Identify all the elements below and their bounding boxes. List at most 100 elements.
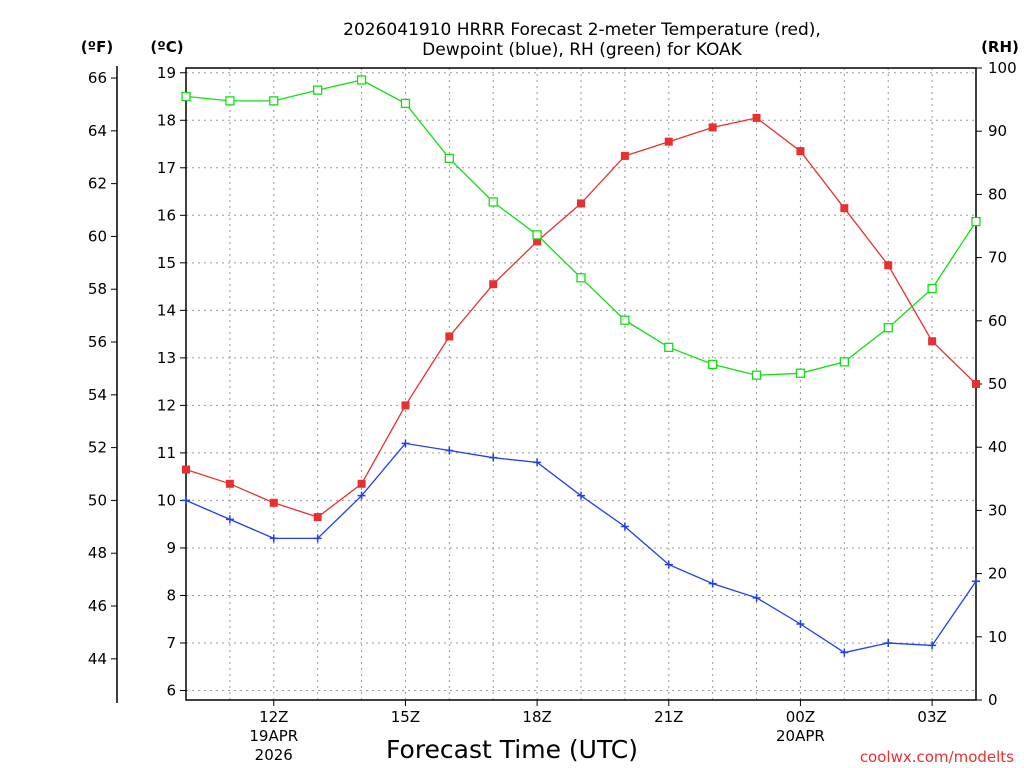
rh-tick-label: 20: [988, 565, 1007, 583]
x-tick-label: 18Z: [522, 708, 551, 726]
fahrenheit-tick-label: 62: [88, 175, 107, 193]
temperature-point: [972, 380, 980, 388]
temperature-point: [620, 151, 629, 160]
rh-tick-label: 80: [988, 185, 1007, 203]
grid: [186, 68, 976, 700]
celsius-unit-label: (ºC): [150, 38, 183, 56]
dewpoint-point: [489, 453, 498, 462]
rh-tick-label: 50: [988, 375, 1007, 393]
temperature-point: [533, 237, 542, 246]
rh-point: [532, 230, 542, 240]
rh-point: [356, 75, 367, 85]
fahrenheit-tick-label: 60: [88, 227, 107, 245]
rh-tick-label: 60: [988, 312, 1007, 330]
rh-point: [225, 96, 235, 106]
rh-tick-label: 100: [988, 59, 1017, 77]
rh-point: [971, 216, 981, 227]
temperature-point: [664, 137, 673, 146]
dewpoint-point: [182, 496, 190, 505]
temperature-point: [752, 113, 761, 122]
x-tick-label: 12Z: [259, 708, 288, 726]
rh-line: [185, 79, 977, 376]
celsius-tick-label: 12: [157, 396, 176, 414]
series: [181, 75, 981, 657]
celsius-tick-label: 10: [157, 491, 176, 509]
date-label: 2026: [255, 746, 293, 764]
fahrenheit-tick-label: 66: [88, 69, 107, 87]
celsius-tick-label: 15: [157, 254, 176, 272]
dewpoint-point: [928, 641, 937, 650]
fahrenheit-tick-label: 58: [88, 280, 107, 298]
celsius-tick-label: 16: [157, 206, 176, 224]
fahrenheit-tick-label: 56: [88, 333, 107, 351]
dewpoint-point: [620, 522, 629, 531]
temperature-point: [884, 261, 893, 270]
celsius-tick-label: 19: [157, 64, 176, 82]
temperature-point: [357, 479, 366, 488]
date-label: 19APR: [249, 727, 298, 745]
celsius-tick-label: 13: [157, 349, 176, 367]
temperature-point: [840, 204, 849, 213]
plot-frame: [185, 67, 977, 701]
rh-point: [181, 91, 191, 102]
rh-point: [927, 283, 937, 294]
dewpoint-point: [840, 648, 849, 657]
celsius-tick-label: 17: [157, 159, 176, 177]
chart-title-line-1: 2026041910 HRRR Forecast 2-meter Tempera…: [343, 20, 821, 40]
dewpoint-point: [357, 491, 366, 500]
temperature-point: [489, 280, 498, 289]
chart-title-line-2: Dewpoint (blue), RH (green) for KOAK: [422, 40, 743, 60]
temperature-point: [182, 465, 190, 474]
fahrenheit-tick-label: 48: [88, 544, 107, 562]
celsius-tick-label: 11: [157, 444, 176, 462]
date-label: 20APR: [776, 727, 825, 745]
rh-point: [883, 323, 893, 333]
celsius-tick-label: 14: [157, 301, 176, 319]
dewpoint-point: [269, 534, 278, 543]
rh-point: [269, 96, 279, 106]
rh-tick-label: 90: [988, 122, 1007, 140]
rh-tick-label: 0: [988, 691, 998, 709]
temperature-point: [313, 513, 322, 522]
fahrenheit-unit-label: (ºF): [81, 38, 113, 56]
celsius-tick-label: 6: [166, 681, 176, 699]
rh-point: [839, 357, 849, 367]
temperature-point: [708, 123, 717, 132]
fahrenheit-tick-label: 50: [88, 491, 107, 509]
rh-tick-label: 70: [988, 249, 1007, 267]
rh-tick-label: 30: [988, 501, 1007, 519]
fahrenheit-tick-label: 54: [88, 386, 107, 404]
temperature-point: [928, 337, 937, 346]
rh-point: [444, 153, 454, 164]
dewpoint-point: [664, 560, 673, 569]
rh-tick-label: 40: [988, 438, 1007, 456]
credit-text: coolwx.com/modelts: [860, 748, 1014, 766]
x-axis-title: Forecast Time (UTC): [386, 735, 638, 764]
rh-tick-label: 10: [988, 628, 1007, 646]
dewpoint-point: [972, 577, 980, 586]
fahrenheit-tick-label: 52: [88, 439, 107, 457]
x-tick-label: 00Z: [786, 708, 815, 726]
x-tick-label: 03Z: [917, 708, 946, 726]
fahrenheit-tick-label: 64: [88, 122, 107, 140]
dewpoint-point: [577, 491, 585, 500]
rh-point: [313, 85, 323, 95]
fahrenheit-tick-label: 46: [88, 597, 107, 615]
rh-point: [576, 273, 586, 283]
fahrenheit-tick-label: 44: [88, 650, 107, 668]
axes: 6 7 8 9 10 11 12 13 14 15 16 17 18 19 44 46 48 50 52 54 56 58…: [88, 59, 1017, 764]
celsius-tick-label: 8: [166, 586, 176, 604]
temperature-point: [401, 401, 410, 410]
dewpoint-point: [225, 515, 234, 524]
rh-point: [620, 315, 630, 325]
dewpoint-point: [884, 638, 893, 647]
temperature-point: [796, 147, 805, 156]
rh-point: [664, 342, 674, 352]
dewpoint-point: [796, 619, 805, 628]
rh-point: [488, 197, 498, 207]
temperature-point: [445, 332, 454, 341]
rh-unit-label: (RH): [981, 38, 1019, 56]
rh-point: [751, 370, 762, 380]
dewpoint-point: [401, 439, 410, 448]
